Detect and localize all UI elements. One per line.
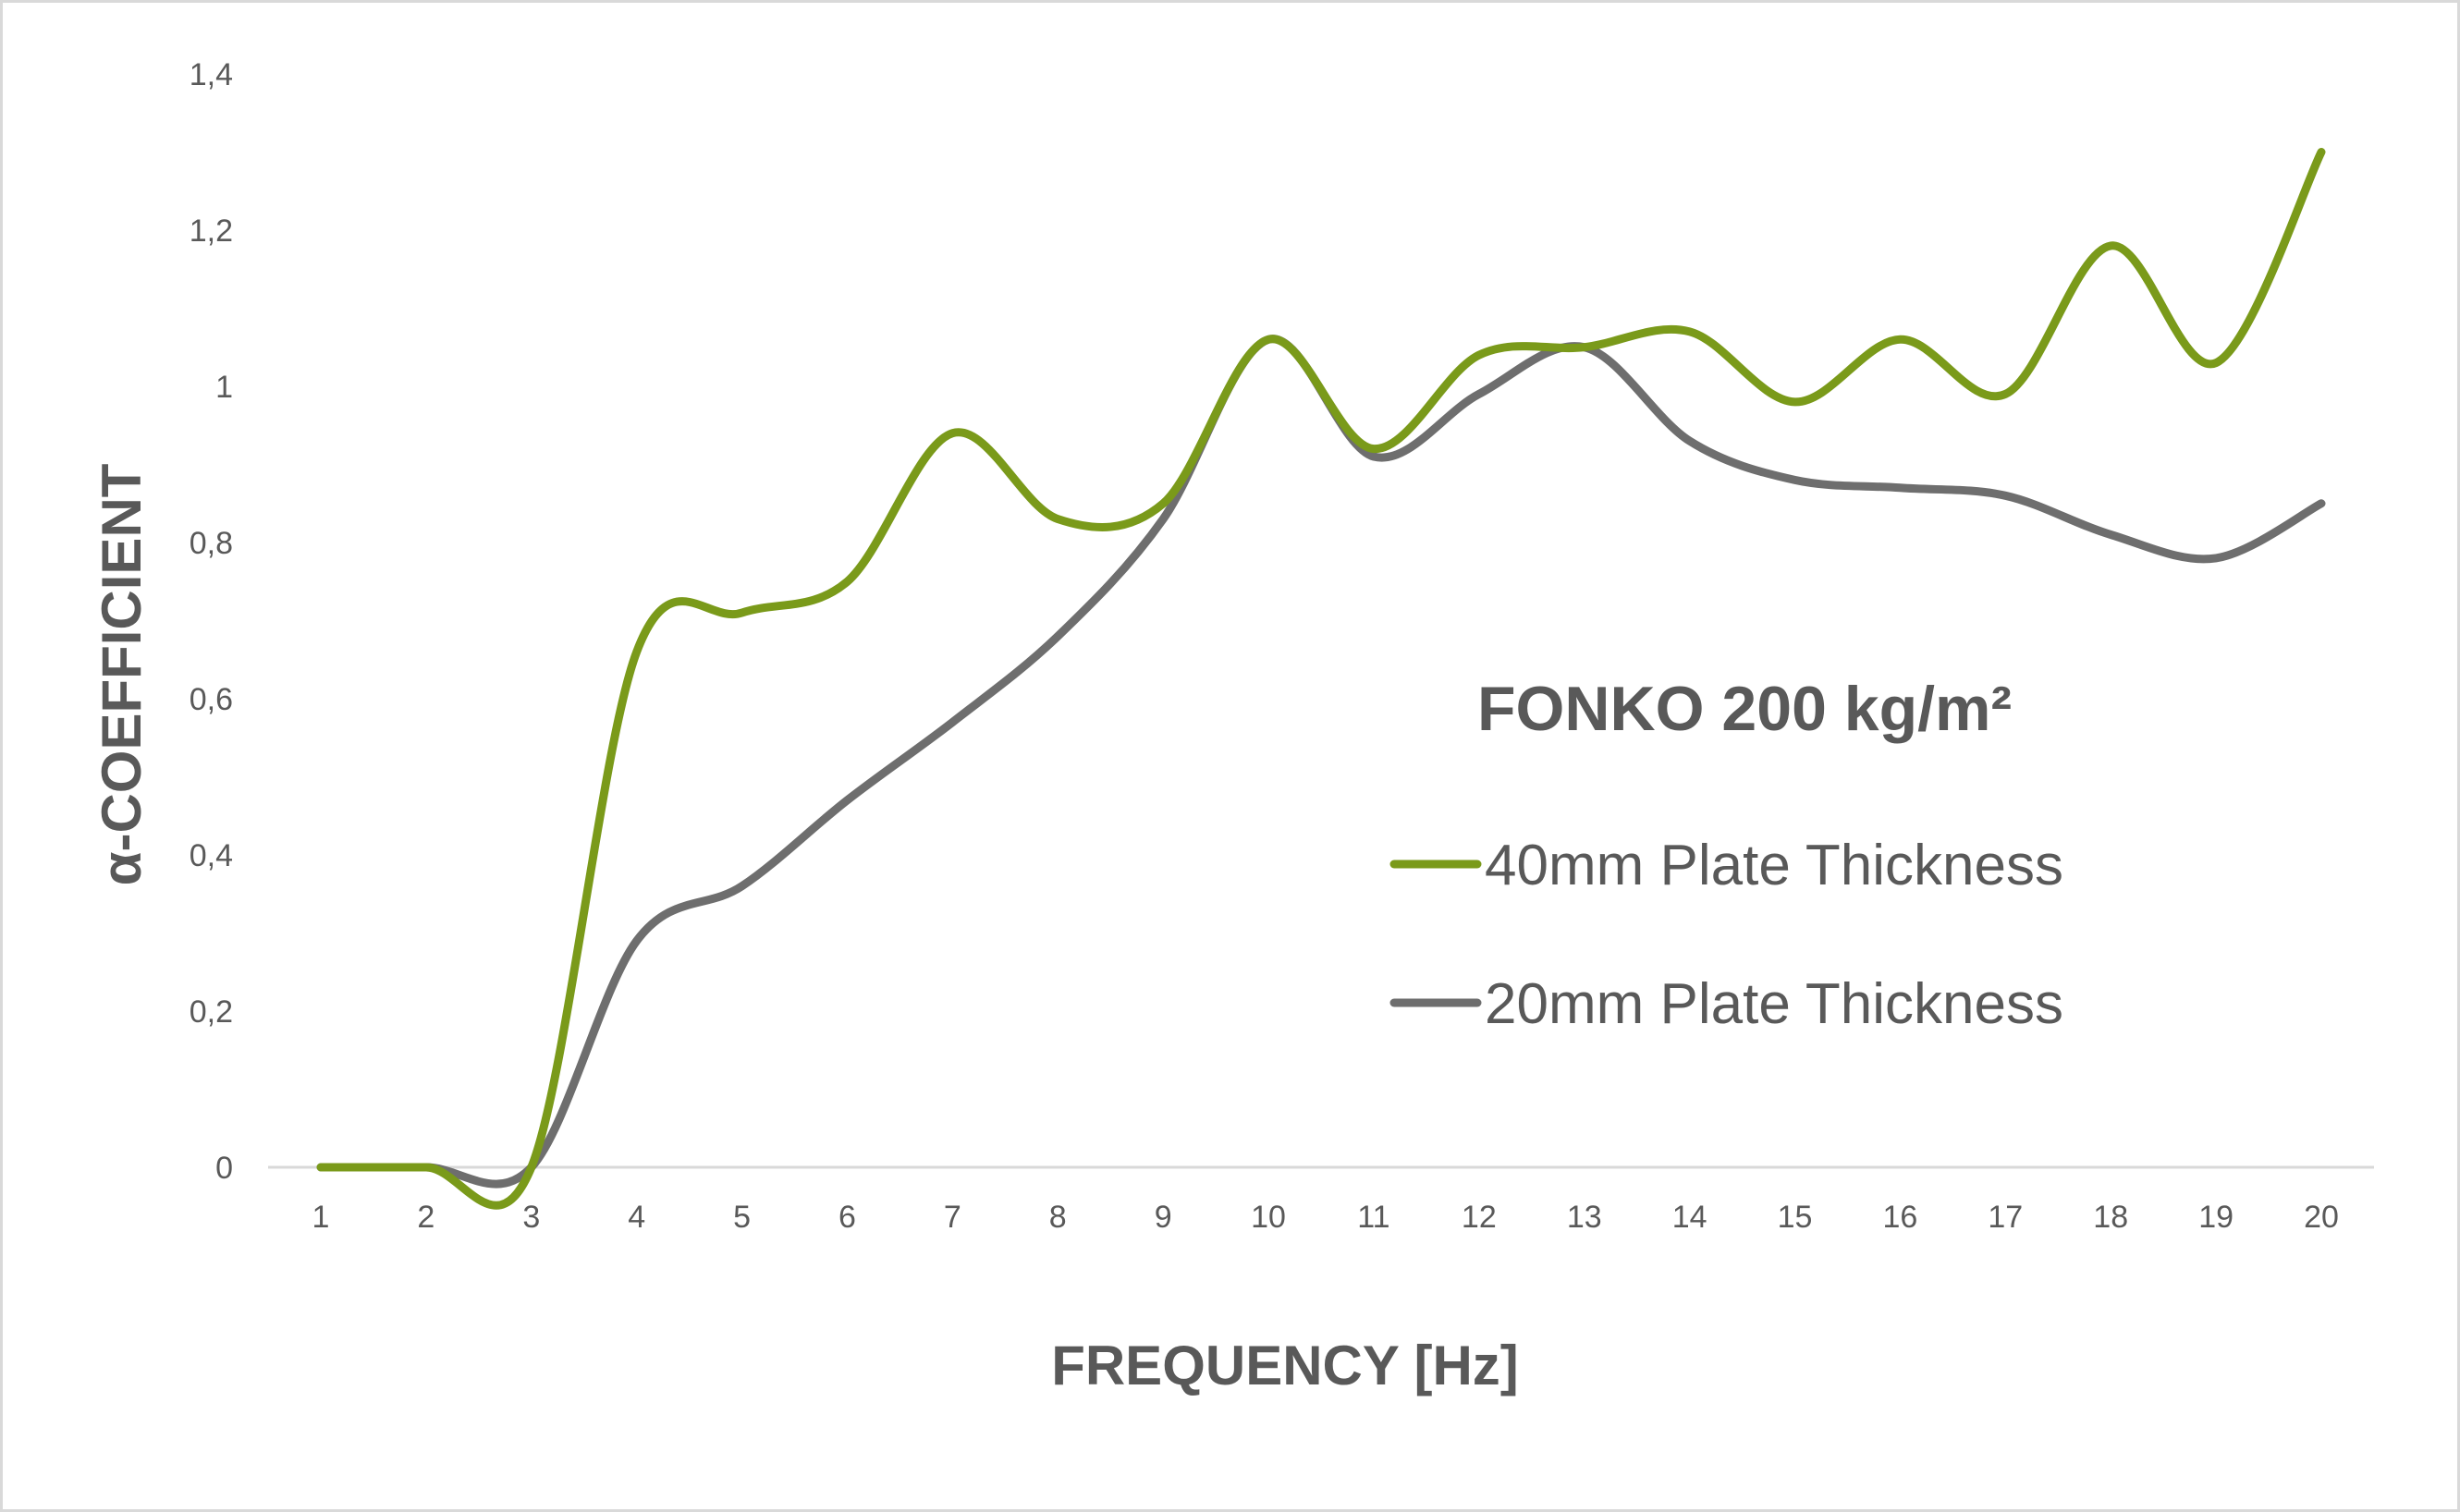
y-axis-title: α-COEFFICIENT: [91, 464, 153, 886]
x-tick-label: 17: [1988, 1200, 2023, 1235]
x-tick-label: 7: [944, 1200, 961, 1235]
x-tick-label: 13: [1567, 1200, 1602, 1235]
x-tick-label: 14: [1672, 1200, 1707, 1235]
x-tick-label: 6: [838, 1200, 856, 1235]
x-tick-label: 8: [1049, 1200, 1067, 1235]
x-tick-label: 3: [522, 1200, 540, 1235]
series-lines: [316, 148, 2326, 1210]
x-tick-label: 19: [2198, 1200, 2234, 1235]
x-axis-ticks: 1 2 3 4 5 6 7 8 9 10 11 12 13 14 15 16 17 18 19 20: [312, 1200, 2339, 1235]
x-tick-label: 2: [417, 1200, 434, 1235]
y-tick-label: 1,4: [190, 57, 233, 92]
chart-title: FONKO 200 kg/m²: [1477, 674, 2012, 744]
x-tick-label: 5: [733, 1200, 751, 1235]
legend: 40mm Plate Thickness 20mm Plate Thicknes…: [1389, 834, 2063, 1036]
y-axis-ticks: 0 0,2 0,4 0,6 0,8 1 1,2 1,4: [190, 57, 233, 1186]
x-tick-label: 11: [1357, 1200, 1389, 1235]
y-tick-label: 1: [215, 370, 233, 405]
x-tick-label: 15: [1778, 1200, 1813, 1235]
series-line-20mm: [316, 335, 2326, 1189]
y-tick-label: 1,2: [190, 213, 233, 249]
x-tick-label: 4: [628, 1200, 645, 1235]
x-tick-label: 12: [1462, 1200, 1497, 1235]
y-tick-label: 0,6: [190, 682, 233, 717]
y-tick-label: 0,4: [190, 838, 233, 873]
x-tick-label: 9: [1155, 1200, 1172, 1235]
legend-label-40mm: 40mm Plate Thickness: [1485, 834, 2063, 897]
x-tick-label: 10: [1251, 1200, 1286, 1235]
x-tick-label: 16: [1883, 1200, 1918, 1235]
legend-label-20mm: 20mm Plate Thickness: [1485, 972, 2063, 1036]
x-tick-label: 20: [2304, 1200, 2339, 1235]
y-tick-label: 0,8: [190, 526, 233, 561]
y-tick-label: 0: [215, 1151, 233, 1186]
x-tick-label: 18: [2093, 1200, 2128, 1235]
y-tick-label: 0,2: [190, 994, 233, 1030]
x-tick-label: 1: [312, 1200, 330, 1235]
series-line-40mm: [316, 148, 2326, 1210]
x-axis-title: FREQUENCY [Hz]: [1051, 1335, 1519, 1396]
